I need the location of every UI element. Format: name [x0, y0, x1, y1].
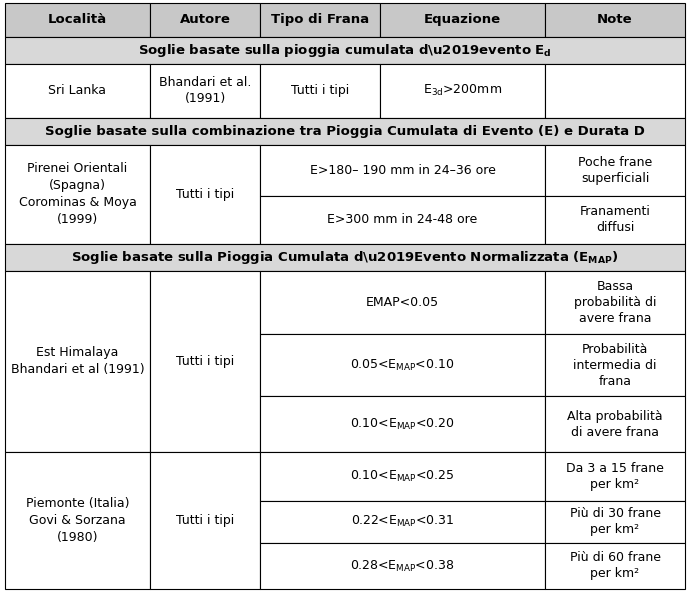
Text: 0.28<$\mathregular{E_{MAP}}$<0.38: 0.28<$\mathregular{E_{MAP}}$<0.38	[351, 558, 455, 574]
Text: 0.05<$\mathregular{E_{MAP}}$<0.10: 0.05<$\mathregular{E_{MAP}}$<0.10	[351, 358, 455, 372]
Text: Bhandari et al.
(1991): Bhandari et al. (1991)	[159, 76, 251, 105]
Text: 0.22<$\mathregular{E_{MAP}}$<0.31: 0.22<$\mathregular{E_{MAP}}$<0.31	[351, 514, 454, 529]
Bar	[5, 452, 150, 589]
Text: 0.10<$\mathregular{E_{MAP}}$<0.20: 0.10<$\mathregular{E_{MAP}}$<0.20	[351, 417, 455, 432]
Text: Sri Lanka: Sri Lanka	[48, 84, 106, 97]
Text: Località: Località	[48, 14, 107, 27]
Text: Franamenti
diffusi: Franamenti diffusi	[580, 205, 651, 234]
Bar	[260, 63, 380, 118]
Text: Equazione: Equazione	[424, 14, 501, 27]
Text: EMAP<0.05: EMAP<0.05	[366, 295, 439, 308]
Text: Tutti i tipi: Tutti i tipi	[176, 355, 234, 368]
Bar	[545, 333, 685, 397]
Text: Est Himalaya
Bhandari et al (1991): Est Himalaya Bhandari et al (1991)	[10, 346, 144, 377]
Text: Più di 30 frane
per km²: Più di 30 frane per km²	[569, 507, 660, 536]
Bar	[260, 397, 545, 452]
Bar	[150, 3, 260, 37]
Text: Bassa
probabilità di
avere frana: Bassa probabilità di avere frana	[574, 279, 656, 324]
Text: 0.10<$\mathregular{E_{MAP}}$<0.25: 0.10<$\mathregular{E_{MAP}}$<0.25	[351, 469, 455, 484]
Text: Soglie basate sulla pioggia cumulata d\u2019evento $\mathregular{E_d}$: Soglie basate sulla pioggia cumulata d\u…	[138, 41, 552, 59]
Bar	[260, 271, 545, 333]
Text: E>300 mm in 24-48 ore: E>300 mm in 24-48 ore	[327, 213, 477, 226]
Bar	[5, 244, 685, 271]
Bar	[5, 271, 150, 452]
Bar	[260, 501, 545, 543]
Bar	[260, 543, 545, 589]
Bar	[260, 3, 380, 37]
Bar	[545, 452, 685, 501]
Text: Poche frane
superficiali: Poche frane superficiali	[578, 156, 652, 185]
Text: Alta probabilità
di avere frana: Alta probabilità di avere frana	[567, 410, 663, 439]
Bar	[380, 63, 545, 118]
Bar	[5, 63, 150, 118]
Bar	[545, 271, 685, 333]
Bar	[545, 501, 685, 543]
Text: Soglie basate sulla combinazione tra Pioggia Cumulata di Evento (E) e Durata D: Soglie basate sulla combinazione tra Pio…	[45, 125, 645, 138]
Text: Tutti i tipi: Tutti i tipi	[291, 84, 349, 97]
Bar	[5, 37, 685, 63]
Bar	[545, 144, 685, 195]
Bar	[545, 397, 685, 452]
Bar	[5, 3, 150, 37]
Text: Autore: Autore	[179, 14, 230, 27]
Bar	[150, 144, 260, 244]
Bar	[380, 3, 545, 37]
Bar	[5, 144, 150, 244]
Bar	[5, 118, 685, 144]
Bar	[260, 144, 545, 195]
Bar	[545, 195, 685, 244]
Bar	[150, 271, 260, 452]
Bar	[150, 452, 260, 589]
Text: Note: Note	[597, 14, 633, 27]
Text: $\mathregular{E_{3d}}$>200mm: $\mathregular{E_{3d}}$>200mm	[423, 83, 502, 98]
Bar	[260, 195, 545, 244]
Bar	[260, 452, 545, 501]
Bar	[260, 333, 545, 397]
Text: Tutti i tipi: Tutti i tipi	[176, 188, 234, 201]
Bar	[545, 543, 685, 589]
Text: Probabilità
intermedia di
frana: Probabilità intermedia di frana	[573, 343, 657, 388]
Text: Più di 60 frane
per km²: Più di 60 frane per km²	[569, 552, 660, 581]
Bar	[545, 3, 685, 37]
Text: Da 3 a 15 frane
per km²: Da 3 a 15 frane per km²	[566, 462, 664, 491]
Bar	[545, 63, 685, 118]
Text: Soglie basate sulla Pioggia Cumulata d\u2019Evento Normalizzata ($\mathregular{E: Soglie basate sulla Pioggia Cumulata d\u…	[71, 249, 619, 266]
Text: E>180– 190 mm in 24–36 ore: E>180– 190 mm in 24–36 ore	[310, 163, 495, 176]
Text: Tipo di Frana: Tipo di Frana	[271, 14, 369, 27]
Bar	[150, 63, 260, 118]
Text: Tutti i tipi: Tutti i tipi	[176, 514, 234, 527]
Text: Pirenei Orientali
(Spagna)
Corominas & Moya
(1999): Pirenei Orientali (Spagna) Corominas & M…	[19, 162, 137, 226]
Text: Piemonte (Italia)
Govi & Sorzana
(1980): Piemonte (Italia) Govi & Sorzana (1980)	[26, 497, 129, 544]
